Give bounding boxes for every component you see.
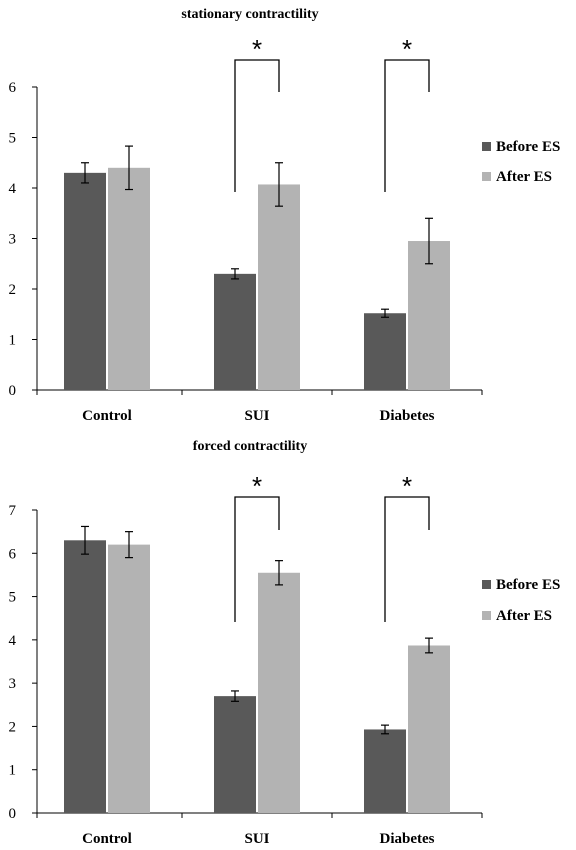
legend-label: After ES: [496, 608, 552, 624]
significance-star: *: [402, 34, 412, 64]
chart-title: stationary contractility: [181, 7, 318, 22]
y-tick-label: 2: [9, 719, 17, 735]
x-tick-label: Diabetes: [380, 408, 435, 424]
bar-before-es: [214, 273, 256, 390]
y-tick-label: 3: [9, 232, 17, 248]
y-tick-label: 6: [9, 546, 17, 562]
bar-before-es: [64, 540, 106, 813]
bar-after-es: [108, 544, 150, 813]
legend-swatch: [482, 611, 491, 620]
bar-before-es: [64, 172, 106, 390]
y-tick-label: 2: [9, 282, 17, 298]
bar-before-es: [214, 696, 256, 813]
x-tick-label: Diabetes: [380, 831, 435, 847]
chart-panel-2: forced contractility 0 1 2 3 4 5 6 7 Control SUI Di…: [9, 439, 561, 847]
significance-bracket: [234, 59, 280, 192]
chart-title: forced contractility: [193, 439, 307, 454]
bar-after-es: [258, 572, 300, 813]
legend-swatch: [482, 580, 491, 589]
bar-after-es: [108, 167, 150, 390]
x-tick-label: Control: [82, 831, 132, 847]
significance-bracket: [384, 496, 430, 622]
bar-after-es: [408, 241, 450, 390]
legend-swatch: [482, 142, 491, 151]
y-tick-label: 4: [9, 633, 17, 649]
y-tick-label: 0: [9, 383, 17, 399]
bar-before-es: [364, 729, 406, 813]
y-tick-label: 0: [9, 806, 17, 822]
y-tick-label: 6: [9, 80, 17, 96]
y-tick-label: 1: [9, 763, 17, 779]
y-tick-label: 4: [9, 181, 17, 197]
significance-bracket: [234, 496, 280, 622]
significance-star: *: [252, 471, 262, 501]
significance-star: *: [402, 471, 412, 501]
significance-star: *: [252, 34, 262, 64]
significance-bracket: [384, 59, 430, 192]
y-tick-label: 1: [9, 333, 17, 349]
bar-after-es: [258, 184, 300, 390]
bar-after-es: [408, 645, 450, 813]
x-tick-label: SUI: [244, 831, 269, 847]
legend-label: Before ES: [496, 139, 560, 155]
x-tick-label: Control: [82, 408, 132, 424]
bar-before-es: [364, 313, 406, 390]
y-tick-label: 5: [9, 590, 17, 606]
legend-label: Before ES: [496, 577, 560, 593]
y-tick-label: 3: [9, 676, 17, 692]
legend-swatch: [482, 172, 491, 181]
y-tick-label: 5: [9, 131, 17, 147]
x-tick-label: SUI: [244, 408, 269, 424]
y-tick-label: 7: [9, 503, 17, 519]
chart-panel-1: stationary contractility 0 1 2 3 4 5 6 Control SU…: [9, 7, 561, 424]
legend-label: After ES: [496, 169, 552, 185]
